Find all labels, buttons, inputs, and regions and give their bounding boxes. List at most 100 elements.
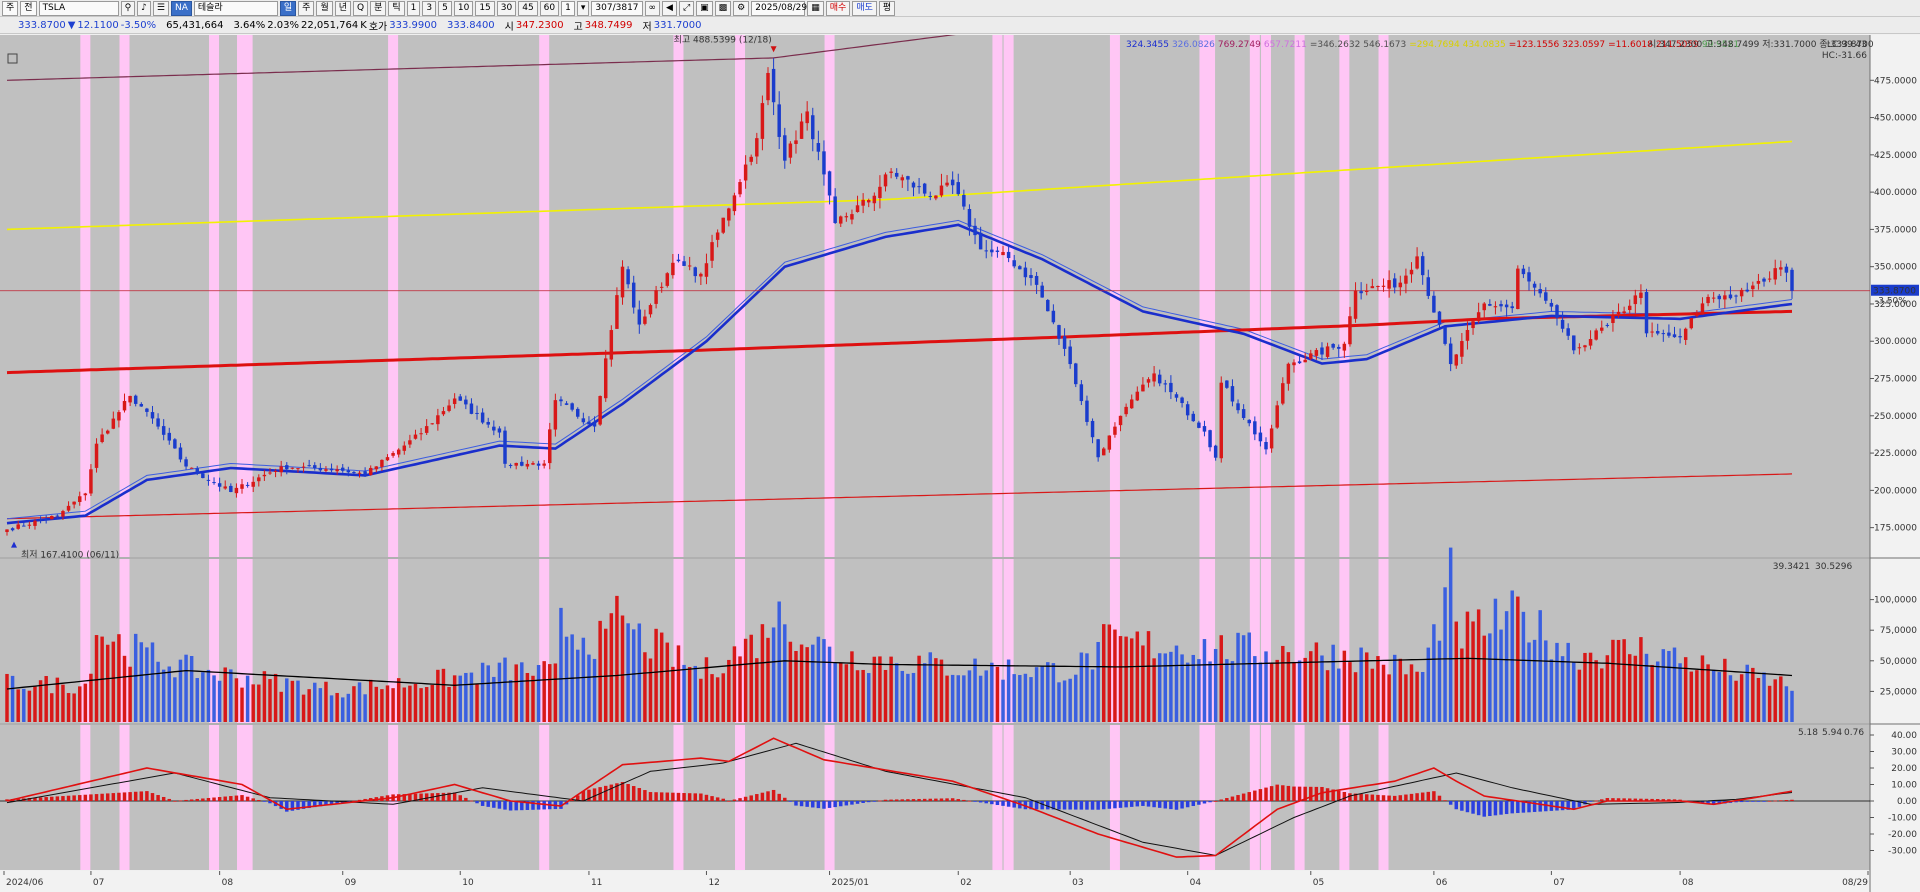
candle-body bbox=[1208, 430, 1212, 448]
day-button[interactable]: 일 bbox=[279, 0, 297, 16]
candle-body bbox=[783, 135, 787, 161]
volume-bar bbox=[78, 686, 82, 722]
candle-body bbox=[503, 430, 507, 464]
interval-custom[interactable]: 1 bbox=[561, 0, 575, 16]
highlight-band bbox=[735, 559, 746, 723]
macd-histogram-bar bbox=[33, 797, 37, 801]
candle-body bbox=[962, 194, 966, 207]
zoom-icon[interactable]: ▣ bbox=[696, 0, 713, 16]
volume-bar bbox=[1683, 657, 1688, 722]
year-button[interactable]: 년 bbox=[334, 0, 351, 16]
y-tick-label: 475.0000 bbox=[1874, 76, 1917, 86]
menu-icon[interactable]: ☰ bbox=[152, 0, 169, 16]
expand-icon[interactable]: ⤢ bbox=[678, 0, 695, 16]
macd-histogram-bar bbox=[1773, 800, 1777, 802]
volume-bar bbox=[1320, 655, 1324, 722]
symbol-input[interactable]: TSLA bbox=[38, 0, 119, 16]
macd-histogram-bar bbox=[1538, 801, 1542, 812]
highlight-band bbox=[1003, 35, 1014, 557]
market-select[interactable]: 전 bbox=[20, 0, 37, 16]
interval-15[interactable]: 15 bbox=[475, 0, 495, 16]
volume-bar bbox=[721, 673, 725, 722]
volume-bar bbox=[1432, 624, 1436, 722]
volume-bar bbox=[699, 678, 703, 722]
minute-button[interactable]: 분 bbox=[370, 0, 387, 16]
volume-bar bbox=[1471, 621, 1475, 722]
candle-body bbox=[900, 177, 905, 181]
month-button[interactable]: 월 bbox=[316, 0, 333, 16]
macd-histogram-bar bbox=[262, 801, 267, 802]
candle-body bbox=[1751, 285, 1755, 290]
highlight-band bbox=[1205, 35, 1216, 557]
calendar-icon[interactable]: ▦ bbox=[807, 0, 824, 16]
name-field[interactable]: 테슬라 bbox=[193, 0, 278, 16]
chart-options-icon[interactable] bbox=[7, 53, 18, 64]
macd-histogram-bar bbox=[1090, 801, 1095, 810]
volume-bar bbox=[1538, 610, 1542, 722]
interval-10[interactable]: 10 bbox=[453, 0, 474, 16]
interval-60[interactable]: 60 bbox=[539, 0, 560, 16]
candle-body bbox=[1706, 296, 1710, 304]
volume-bar bbox=[313, 682, 317, 722]
candle-body bbox=[1337, 346, 1341, 349]
volume-bar bbox=[150, 642, 155, 722]
x-tick-label: 08/29 bbox=[1842, 878, 1868, 888]
interval-30[interactable]: 30 bbox=[496, 0, 517, 16]
macd-histogram-bar bbox=[721, 798, 725, 801]
y-tick-label: 25,0000 bbox=[1880, 687, 1917, 697]
candle-body bbox=[150, 412, 155, 419]
link-icon[interactable]: ∞ bbox=[644, 0, 661, 16]
candle-body bbox=[1476, 312, 1481, 322]
interval-45[interactable]: 45 bbox=[518, 0, 538, 16]
eval-button[interactable]: 평 bbox=[878, 0, 896, 16]
macd-histogram-bar bbox=[956, 799, 960, 801]
buy-button[interactable]: 매수 bbox=[825, 0, 851, 16]
volume-bar bbox=[520, 662, 524, 722]
volume-bar bbox=[307, 689, 311, 722]
macd-histogram-bar bbox=[212, 797, 216, 801]
macd-histogram-bar bbox=[861, 801, 865, 803]
quarter-button[interactable]: Q bbox=[353, 0, 369, 16]
y-tick-label: 0.00 bbox=[1897, 797, 1917, 807]
settings-icon[interactable]: ⚙ bbox=[733, 0, 750, 16]
volume-bar bbox=[1157, 653, 1162, 722]
volume-bar bbox=[1437, 640, 1442, 722]
candle-body bbox=[850, 214, 854, 220]
period-select[interactable]: 주 bbox=[2, 0, 19, 16]
volume-bar bbox=[1711, 669, 1716, 722]
week-button[interactable]: 주 bbox=[298, 0, 315, 16]
volume-bar bbox=[1364, 652, 1369, 722]
candle-body bbox=[1085, 400, 1089, 422]
tick-button[interactable]: 틱 bbox=[388, 0, 405, 16]
count-input[interactable]: 307/3817 bbox=[591, 0, 643, 16]
stock-chart[interactable]: 175.0000 200.0000 225.0000 250.0000 275.0000… bbox=[0, 35, 1920, 892]
chevron-down-icon[interactable]: ▾ bbox=[576, 0, 590, 16]
macd-histogram-bar bbox=[1364, 794, 1369, 801]
date-input[interactable]: 2025/08/29 bbox=[751, 0, 807, 16]
interval-5[interactable]: 5 bbox=[438, 0, 452, 16]
macd-histogram-bar bbox=[687, 793, 692, 801]
macd-histogram-bar bbox=[1023, 801, 1028, 810]
candle-body bbox=[1577, 347, 1582, 349]
sound-icon[interactable]: ♪ bbox=[137, 0, 151, 16]
interval-3[interactable]: 3 bbox=[422, 0, 437, 16]
sell-button[interactable]: 매도 bbox=[852, 0, 877, 16]
macd-histogram-bar bbox=[469, 800, 474, 802]
search-icon[interactable]: ⚲ bbox=[120, 0, 136, 16]
volume-bar bbox=[1723, 658, 1727, 722]
volume-bar bbox=[105, 644, 110, 722]
y-tick-label: 400.0000 bbox=[1874, 188, 1917, 198]
macd-histogram-bar bbox=[973, 801, 977, 802]
candle-body bbox=[217, 483, 222, 487]
candle-body bbox=[78, 496, 82, 502]
x-tick-label: 05 bbox=[1313, 878, 1324, 888]
interval-1[interactable]: 1 bbox=[406, 0, 421, 16]
candle-body bbox=[1370, 286, 1375, 289]
macd-histogram-bar bbox=[1745, 801, 1749, 802]
candle-body bbox=[61, 511, 65, 517]
ma-legend-value: =11.6018 bbox=[1608, 40, 1653, 50]
date-axis-bg bbox=[0, 871, 1870, 892]
save-icon[interactable]: ▩ bbox=[714, 0, 732, 16]
candle-body bbox=[990, 249, 994, 253]
scroll-left-icon[interactable]: ◀ bbox=[662, 0, 677, 16]
